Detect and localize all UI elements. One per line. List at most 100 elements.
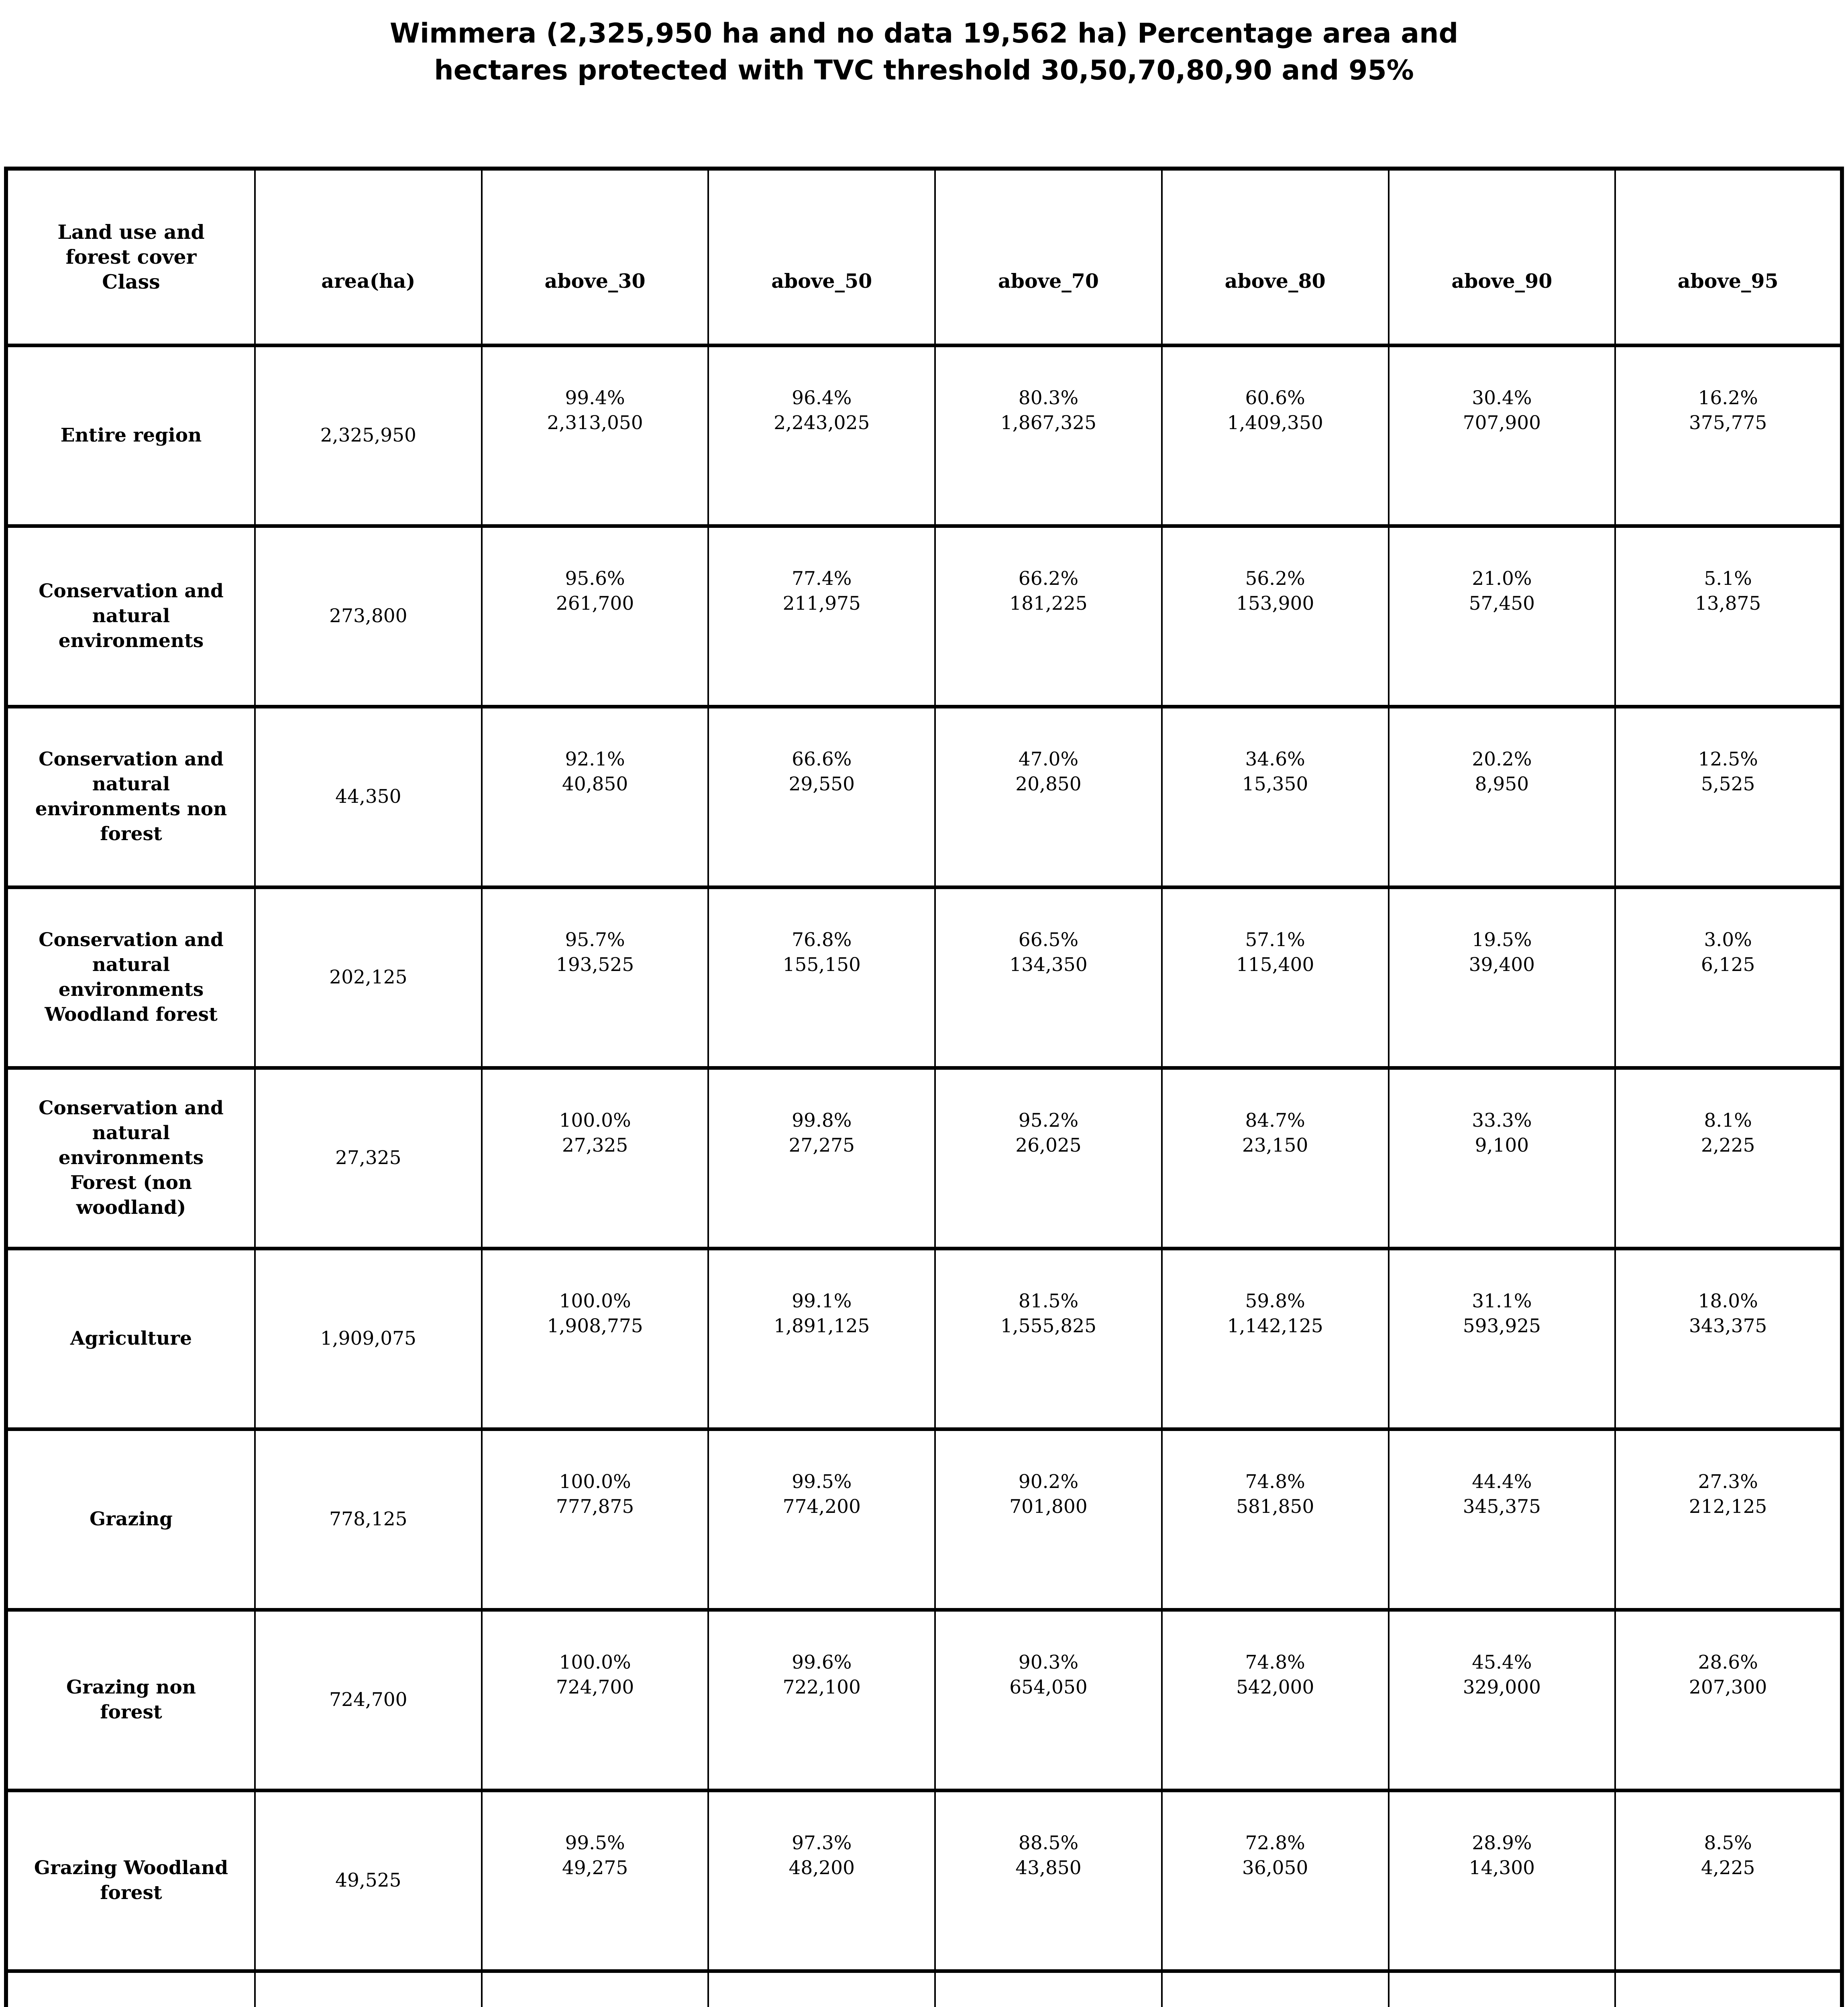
hectares-value: 23,150 <box>1242 1134 1308 1156</box>
area-cell: 273,800 <box>254 524 483 708</box>
percent-value: 30.4% <box>1472 387 1532 409</box>
threshold-cell: 66.5% 134,350 <box>934 885 1163 1070</box>
percent-value: 8.5% <box>1704 1832 1752 1854</box>
percent-value: 81.5% <box>1018 1290 1079 1312</box>
percent-value: 31.1% <box>1472 1290 1532 1312</box>
percent-value: 59.8% <box>1245 1290 1305 1312</box>
percent-value: 66.5% <box>1018 929 1079 951</box>
percent-value: 84.7% <box>1245 1109 1305 1132</box>
hectares-value: 329,000 <box>1463 1676 1541 1698</box>
percent-value: 96.4% <box>792 387 852 409</box>
hectares-value: 707,900 <box>1463 412 1541 434</box>
hectares-value: 542,000 <box>1236 1676 1314 1698</box>
table-row: Agriculture 1,909,075 100.0% 1,908,775 99.1%… <box>5 1246 1843 1431</box>
hectares-value: 48,200 <box>789 1857 855 1879</box>
area-cell: 1,125,675 <box>254 1969 483 2007</box>
threshold-cell: 21.9%246,300 <box>1388 1969 1616 2007</box>
hectares-value: 345,375 <box>1463 1496 1541 1518</box>
area-cell: 1,909,075 <box>254 1246 483 1431</box>
threshold-cell: 59.8% 1,142,125 <box>1161 1246 1390 1431</box>
hectares-value: 15,350 <box>1242 773 1308 795</box>
threshold-cell: 98.8%1,111,650 <box>707 1969 936 2007</box>
area-cell: 724,700 <box>254 1608 483 1792</box>
percent-value: 77.4% <box>792 568 852 590</box>
percent-value: 90.3% <box>1018 1651 1079 1673</box>
hectares-value: 6,125 <box>1701 954 1755 976</box>
hectares-value: 8,950 <box>1475 773 1529 795</box>
percent-value: 16.2% <box>1698 387 1758 409</box>
threshold-cell: 5.1% 13,875 <box>1614 524 1843 708</box>
table-row: Conservation and natural environments Wo… <box>5 885 1843 1070</box>
hectares-value: 57,450 <box>1469 592 1535 615</box>
percent-value: 100.0% <box>559 1471 631 1493</box>
hectares-value: 777,875 <box>556 1496 634 1518</box>
threshold-cell: 74.8% 581,850 <box>1161 1427 1390 1612</box>
area-cell: 202,125 <box>254 885 483 1070</box>
table-row: Grazing 778,125 100.0% 777,875 99.5% 774,200 9… <box>5 1427 1843 1612</box>
threshold-cell: 49.4%556,175 <box>1161 1969 1390 2007</box>
threshold-cell: 92.1% 40,850 <box>481 704 709 889</box>
percent-value: 92.1% <box>565 748 625 770</box>
percent-value: 95.6% <box>565 568 625 590</box>
threshold-cell: 95.7% 193,525 <box>481 885 709 1070</box>
percent-value: 47.0% <box>1018 748 1079 770</box>
percent-value: 80.3% <box>1018 387 1079 409</box>
threshold-cell: 60.6% 1,409,350 <box>1161 343 1390 528</box>
column-header: above_80 <box>1161 167 1390 347</box>
hectares-value: 134,350 <box>1009 954 1088 976</box>
percent-value: 57.1% <box>1245 929 1305 951</box>
hectares-value: 14,300 <box>1469 1857 1535 1879</box>
threshold-cell: 57.1% 115,400 <box>1161 885 1390 1070</box>
threshold-cell: 18.0% 343,375 <box>1614 1246 1843 1431</box>
hectares-value: 654,050 <box>1009 1676 1088 1698</box>
threshold-cell: 75.4%849,100 <box>934 1969 1163 2007</box>
percent-value: 90.2% <box>1018 1471 1079 1493</box>
threshold-cell: 99.4% 2,313,050 <box>481 343 709 528</box>
table-row: Conservation and natural environments Fo… <box>5 1066 1843 1250</box>
percent-value: 19.5% <box>1472 929 1532 951</box>
threshold-cell: 28.6% 207,300 <box>1614 1608 1843 1792</box>
hectares-value: 207,300 <box>1689 1676 1767 1698</box>
threshold-cell: 16.2% 375,775 <box>1614 343 1843 528</box>
row-label: Conservation and natural environments Wo… <box>5 885 256 1070</box>
percent-value: 3.0% <box>1704 929 1752 951</box>
area-cell: 44,350 <box>254 704 483 889</box>
table-row: Entire region 2,325,950 99.4% 2,313,050 96.4… <box>5 343 1843 528</box>
percent-value: 60.6% <box>1245 387 1305 409</box>
percent-value: 95.2% <box>1018 1109 1079 1132</box>
threshold-cell: 96.4% 2,243,025 <box>707 343 936 528</box>
percent-value: 99.4% <box>565 387 625 409</box>
threshold-cell: 20.2% 8,950 <box>1388 704 1616 889</box>
table-header: Land use and forest cover Class area(ha) a… <box>5 167 1843 347</box>
percent-value: 100.0% <box>559 1290 631 1312</box>
header-row: Land use and forest cover Class area(ha) a… <box>5 167 1843 347</box>
threshold-cell: 77.4% 211,975 <box>707 524 936 708</box>
row-label: Conservation and natural environments no… <box>5 704 256 889</box>
percent-value: 99.1% <box>792 1290 852 1312</box>
threshold-cell: 72.8% 36,050 <box>1161 1788 1390 1973</box>
percent-value: 45.4% <box>1472 1651 1532 1673</box>
threshold-cell: 28.9% 14,300 <box>1388 1788 1616 1973</box>
percent-value: 56.2% <box>1245 568 1305 590</box>
hectares-value: 1,891,125 <box>774 1315 870 1337</box>
threshold-cell: 100.0% 27,325 <box>481 1066 709 1250</box>
percent-value: 21.0% <box>1472 568 1532 590</box>
hectares-value: 375,775 <box>1689 412 1767 434</box>
hectares-value: 212,125 <box>1689 1496 1767 1518</box>
percent-value: 8.1% <box>1704 1109 1752 1132</box>
threshold-cell: 76.8% 155,150 <box>707 885 936 1070</box>
threshold-cell: 45.4% 329,000 <box>1388 1608 1616 1792</box>
table-row: Conservation and natural environments 273… <box>5 524 1843 708</box>
percent-value: 66.2% <box>1018 568 1079 590</box>
threshold-cell: 90.3% 654,050 <box>934 1608 1163 1792</box>
column-header: area(ha) <box>254 167 483 347</box>
threshold-cell: 90.2% 701,800 <box>934 1427 1163 1612</box>
hectares-value: 9,100 <box>1475 1134 1529 1156</box>
percent-value: 27.3% <box>1698 1471 1758 1493</box>
threshold-cell: 33.3% 9,100 <box>1388 1066 1616 1250</box>
threshold-cell: 34.6% 15,350 <box>1161 704 1390 889</box>
percent-value: 12.5% <box>1698 748 1758 770</box>
table-row: Cropping1,125,675100.0%1,125,62598.8%1,1… <box>5 1969 1843 2007</box>
threshold-cell: 8.1% 2,225 <box>1614 1066 1843 1250</box>
threshold-cell: 99.8% 27,275 <box>707 1066 936 1250</box>
